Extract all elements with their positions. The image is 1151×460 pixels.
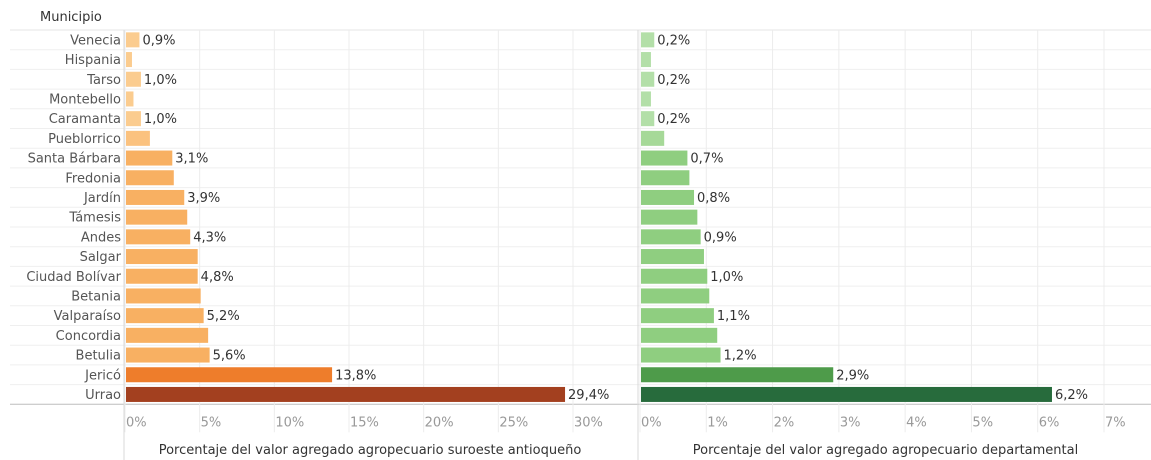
data-label: 3,1%: [175, 152, 208, 167]
data-label: 1,0%: [144, 112, 177, 127]
category-label: Hispania: [65, 53, 121, 68]
category-label: Ciudad Bolívar: [26, 270, 121, 285]
bar: [641, 189, 695, 205]
bar: [126, 209, 188, 225]
category-label: Santa Bárbara: [28, 152, 121, 167]
bar: [641, 71, 655, 87]
bar: [641, 268, 708, 284]
category-label: Jericó: [84, 368, 121, 383]
category-label: Pueblorrico: [48, 132, 121, 147]
bar: [126, 32, 140, 48]
data-label: 4,8%: [201, 270, 234, 285]
x-tick-label: 5%: [201, 415, 222, 430]
bar: [126, 347, 210, 363]
bar: [126, 52, 132, 68]
data-label: 0,8%: [697, 191, 730, 206]
bar: [641, 130, 665, 146]
bar: [126, 249, 198, 265]
data-label: 1,0%: [144, 73, 177, 88]
x-tick-label: 0%: [641, 415, 662, 430]
bar: [126, 327, 209, 343]
bar: [641, 327, 718, 343]
bar: [126, 91, 134, 107]
bar: [126, 268, 198, 284]
bar: [641, 111, 655, 127]
bar: [641, 288, 710, 304]
bar: [641, 347, 721, 363]
bar: [126, 288, 201, 304]
category-label: Tarso: [86, 73, 121, 88]
x-tick-label: 0%: [126, 415, 147, 430]
data-label: 0,9%: [704, 230, 737, 245]
bar: [126, 367, 333, 383]
bar: [126, 170, 174, 186]
bar: [641, 91, 651, 107]
data-label: 0,2%: [657, 73, 690, 88]
category-label: Fredonia: [65, 171, 121, 186]
bar: [641, 229, 701, 245]
data-label: 0,9%: [142, 33, 175, 48]
data-label: 5,6%: [213, 349, 246, 364]
bar: [641, 150, 688, 166]
data-label: 4,3%: [193, 230, 226, 245]
x-tick-label: 10%: [275, 415, 304, 430]
data-label: 2,9%: [836, 368, 869, 383]
data-label: 13,8%: [335, 368, 376, 383]
bar: [641, 367, 834, 383]
x-tick-label: 15%: [350, 415, 379, 430]
bar: [641, 52, 651, 68]
x-tick-label: 6%: [1039, 415, 1060, 430]
data-label: 1,1%: [717, 309, 750, 324]
category-label: Valparaíso: [54, 309, 121, 324]
category-label: Venecia: [70, 33, 121, 48]
category-label: Támesis: [68, 211, 121, 226]
bar: [126, 229, 191, 245]
category-label: Jardín: [83, 191, 121, 206]
x-tick-label: 25%: [499, 415, 528, 430]
x-tick-label: 20%: [425, 415, 454, 430]
x-tick-label: 2%: [774, 415, 795, 430]
dimension-header: Municipio: [40, 10, 102, 25]
category-label: Urrao: [85, 388, 121, 403]
data-label: 6,2%: [1055, 388, 1088, 403]
bar: [641, 308, 714, 324]
x-axis-title: Porcentaje del valor agregado agropecuar…: [159, 443, 582, 458]
data-label: 0,7%: [690, 152, 723, 167]
bar: [641, 249, 704, 265]
category-label: Betulia: [76, 349, 121, 364]
data-label: 29,4%: [568, 388, 609, 403]
bar: [641, 209, 698, 225]
bar: [126, 150, 173, 166]
data-label: 3,9%: [187, 191, 220, 206]
category-label: Andes: [81, 230, 121, 245]
bar: [126, 189, 185, 205]
x-tick-label: 1%: [707, 415, 728, 430]
bar: [126, 130, 150, 146]
x-tick-label: 7%: [1105, 415, 1126, 430]
bar: [126, 111, 141, 127]
bar: [641, 170, 690, 186]
category-label: Montebello: [49, 92, 121, 107]
category-label: Caramanta: [49, 112, 121, 127]
bar: [126, 71, 141, 87]
category-label: Betania: [71, 289, 121, 304]
x-tick-label: 5%: [972, 415, 993, 430]
x-tick-label: 4%: [906, 415, 927, 430]
x-axis-title: Porcentaje del valor agregado agropecuar…: [693, 443, 1078, 458]
data-label: 1,0%: [710, 270, 743, 285]
category-label: Salgar: [80, 250, 122, 265]
category-label: Concordia: [56, 329, 121, 344]
x-tick-label: 30%: [574, 415, 603, 430]
x-tick-label: 3%: [840, 415, 861, 430]
bar: [126, 308, 204, 324]
data-label: 1,2%: [724, 349, 757, 364]
data-label: 5,2%: [207, 309, 240, 324]
bar: [641, 386, 1052, 402]
bar: [641, 32, 655, 48]
data-label: 0,2%: [657, 33, 690, 48]
bar: [126, 386, 566, 402]
data-label: 0,2%: [657, 112, 690, 127]
